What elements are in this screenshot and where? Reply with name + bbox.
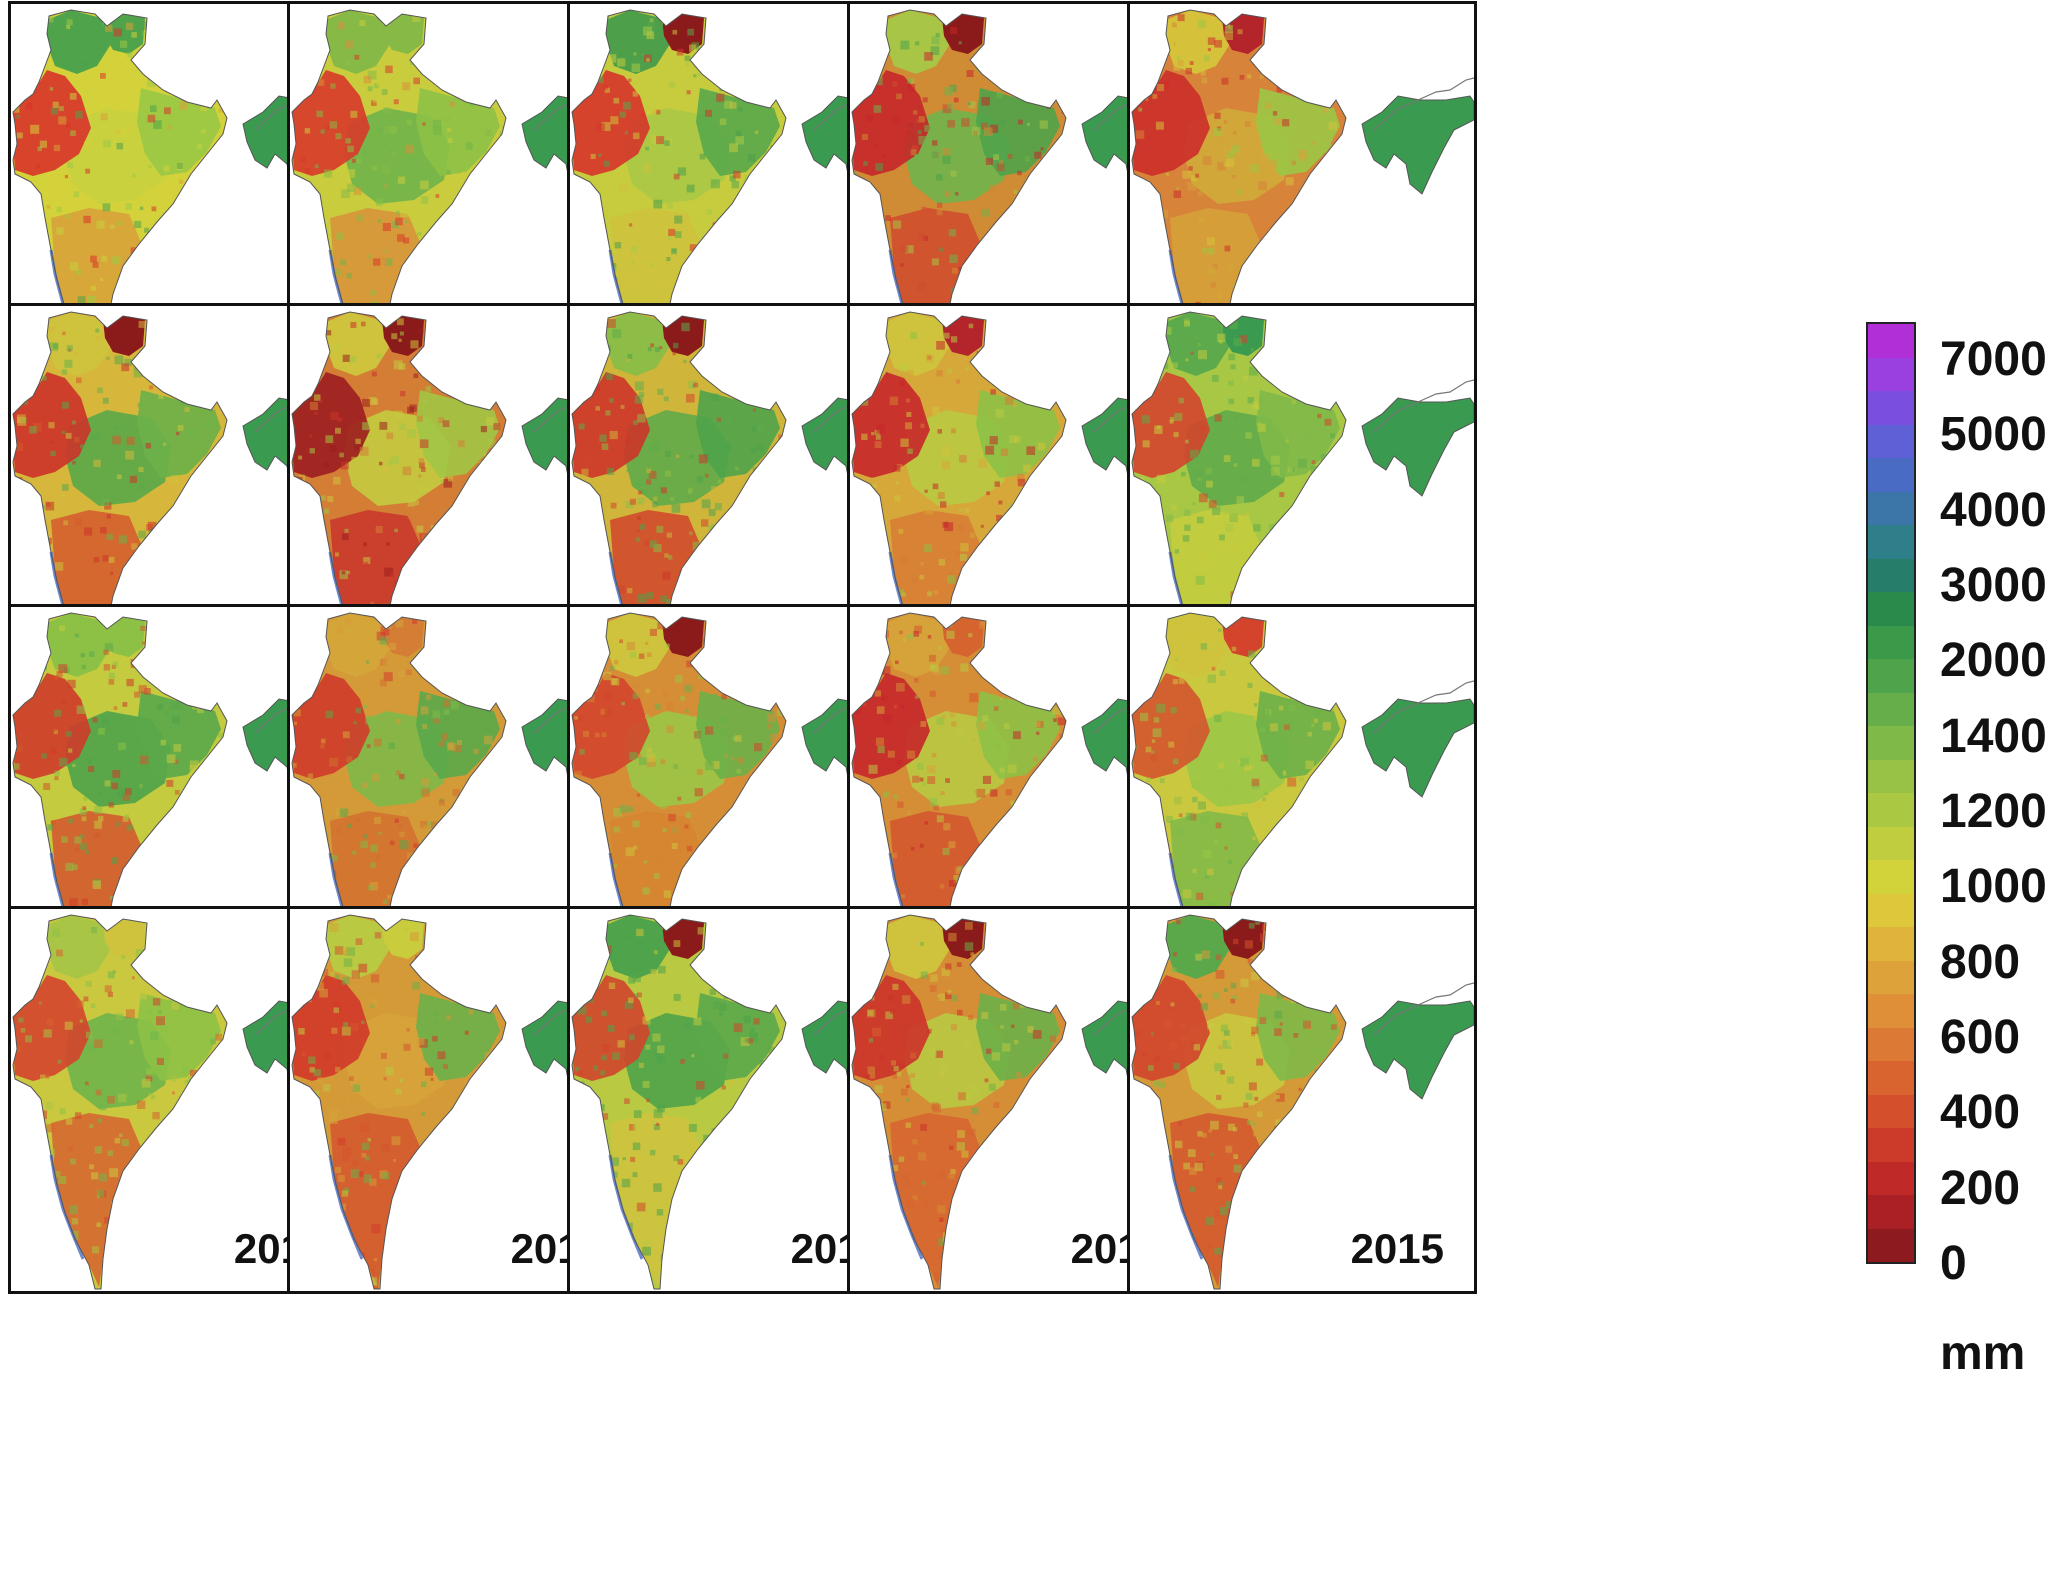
year-label: 2015	[1350, 1225, 1444, 1272]
colorbar-tick-label: 3000	[1940, 559, 2047, 612]
colorbar-swatch	[1868, 692, 1914, 726]
rainfall-map-2006	[12, 612, 355, 988]
colorbar-swatch	[1868, 592, 1914, 626]
rainfall-map-1998	[571, 9, 914, 385]
colorbar-swatch	[1868, 793, 1914, 827]
colorbar-swatch	[1868, 357, 1914, 391]
colorbar-tick-label: 1400	[1940, 709, 2047, 763]
colorbar-swatch	[1868, 1195, 1914, 1229]
colorbar-swatch	[1868, 424, 1914, 458]
colorbar-swatch	[1868, 324, 1914, 358]
colorbar-tick-label: 400	[1940, 1086, 2021, 1140]
colorbar-swatch	[1868, 1027, 1914, 1061]
rainfall-map-1996	[12, 9, 355, 385]
colorbar-swatch	[1868, 994, 1914, 1028]
colorbar-swatch	[1868, 491, 1914, 525]
map-grid: 1996199719981999200020012002200320042005…	[8, 1, 1477, 1294]
colorbar-swatch	[1868, 726, 1914, 760]
colorbar-swatch	[1868, 1061, 1914, 1095]
colorbar-tick-label: 1200	[1940, 785, 2047, 838]
colorbar-tick-label: 600	[1940, 1011, 2021, 1064]
colorbar-swatch	[1868, 1094, 1914, 1128]
colorbar-tick-label: 5000	[1940, 408, 2047, 462]
rainfall-map-2007	[291, 612, 634, 988]
rainfall-map-2005	[1131, 311, 1474, 687]
rainfall-map-2001	[12, 311, 355, 687]
colorbar-swatch	[1868, 525, 1914, 559]
colorbar-tick-label: 800	[1940, 935, 2021, 989]
colorbar-swatch	[1868, 1161, 1914, 1195]
colorbar-tick-label: 0	[1940, 1237, 1967, 1290]
colorbar-swatch	[1868, 759, 1914, 793]
colorbar-swatch	[1868, 659, 1914, 693]
colorbar-swatch	[1868, 927, 1914, 961]
rainfall-map-2011	[12, 914, 355, 1290]
colorbar-tick-label: 4000	[1940, 483, 2047, 537]
colorbar-swatch	[1868, 1128, 1914, 1162]
colorbar-swatch	[1868, 860, 1914, 894]
map-panel-2015: 2015	[1127, 906, 1477, 1294]
colorbar-swatch	[1868, 391, 1914, 425]
colorbar-tick-label: 200	[1940, 1161, 2021, 1215]
colorbar-legend: 7000 5000 4000 3000 2000 1400 1200 1000 800 600 40…	[1866, 322, 2066, 1382]
colorbar-swatch	[1868, 625, 1914, 659]
colorbar	[1866, 322, 1916, 1264]
rainfall-map-2014	[851, 914, 1194, 1290]
colorbar-swatch	[1868, 558, 1914, 592]
colorbar-tick-label: 2000	[1940, 634, 2047, 688]
colorbar-tick-label: 1000	[1940, 860, 2047, 914]
colorbar-swatch	[1868, 458, 1914, 492]
colorbar-swatch	[1868, 826, 1914, 860]
colorbar-tick-label: 7000	[1940, 333, 2047, 386]
rainfall-map-2015	[1131, 914, 1474, 1290]
colorbar-swatch	[1868, 1228, 1914, 1262]
rainfall-map-2009	[851, 612, 1194, 988]
colorbar-unit-label: mm	[1940, 1327, 2026, 1380]
colorbar-swatch	[1868, 960, 1914, 994]
colorbar-swatch	[1868, 893, 1914, 927]
